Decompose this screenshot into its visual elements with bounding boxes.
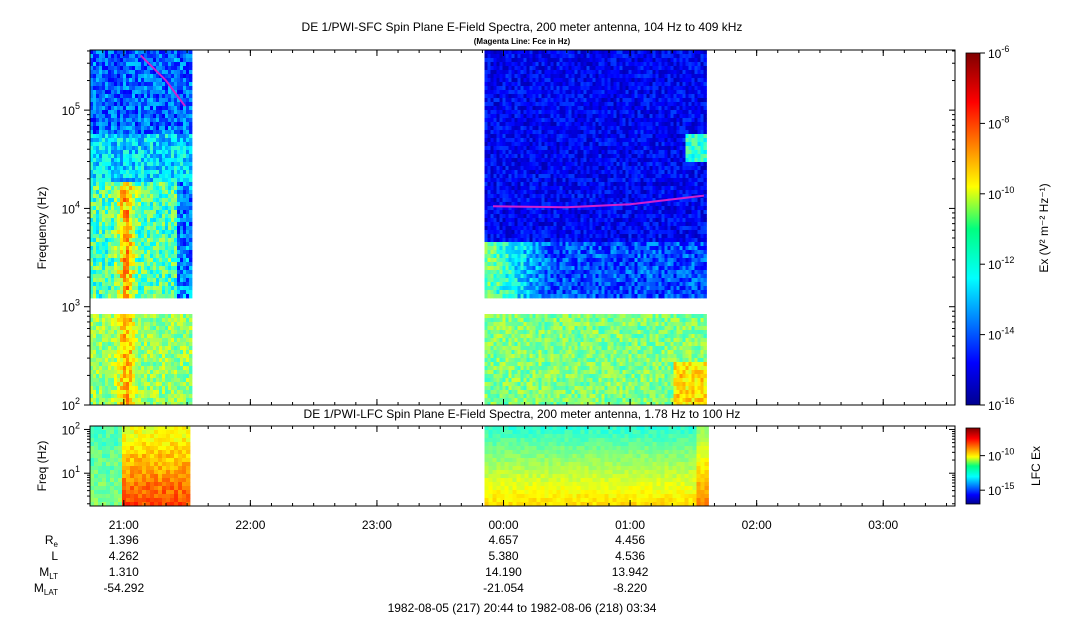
fce-line-segment-1 [139,54,186,107]
ephemeris-value: 5.380 [488,549,518,563]
lfc-title: DE 1/PWI-LFC Spin Plane E-Field Spectra,… [304,407,741,421]
sfc-ytick-label: 102 [62,396,80,413]
lfc-ytick-label: 102 [62,420,80,437]
ephemeris-row-name: L [51,549,58,563]
ephemeris-value: 4.456 [615,533,645,547]
time-tick-label: 00:00 [488,518,518,532]
sfc-subtitle: (Magenta Line: Fce in Hz) [474,37,571,46]
time-tick-label: 01:00 [615,518,645,532]
lfc-spectrogram: 101 102 [62,420,956,507]
sfc-colorbar-tick-label: 10-12 [988,255,1014,272]
sfc-title: DE 1/PWI-SFC Spin Plane E-Field Spectra,… [302,20,743,34]
sfc-colorbar: 10-6 10-8 10-10 10-12 10-14 10-16 Ex (V² m⁻² … [965,44,1051,413]
ephemeris-value: -21.054 [483,581,524,595]
time-tick-label: 21:00 [109,518,139,532]
fce-line-segment-2 [492,194,705,209]
ephemeris-table: Re 1.396 4.657 4.456 L 4.262 5.380 4.536 MLT 1.31… [34,533,649,597]
sfc-ytick-label: 105 [62,101,80,118]
sfc-ytick-label: 103 [62,298,80,315]
sfc-spectrogram: 102 103 104 105 [62,49,956,413]
ephemeris-value: -54.292 [103,581,144,595]
sfc-colorbar-tick-label: 10-14 [988,326,1014,343]
time-tick-label: 23:00 [362,518,392,532]
sfc-colorbar-gradient [965,52,981,406]
sfc-ylabel: Frequency (Hz) [35,187,49,270]
sfc-colorbar-label: Ex (V² m⁻² Hz⁻¹) [1037,183,1051,272]
ephemeris-value: 13.942 [612,565,649,579]
lfc-colorbar-tick-label: 10-10 [988,447,1014,464]
lfc-plot-frame [89,425,956,507]
time-range-label: 1982-08-05 (217) 20:44 to 1982-08-06 (21… [388,601,657,615]
ephemeris-value: 14.190 [485,565,522,579]
ephemeris-value: 1.396 [109,533,139,547]
ephemeris-value: -8.220 [613,581,647,595]
time-tick-label: 02:00 [742,518,772,532]
sfc-colorbar-tick-label: 10-16 [988,396,1014,413]
sfc-data-block-2 [484,50,707,405]
sfc-colorbar-tick-label: 10-10 [988,185,1014,202]
time-tick-label: 22:00 [235,518,265,532]
sfc-ytick-label: 104 [62,199,80,216]
lfc-colorbar-tick-label: 10-15 [988,481,1014,498]
ephemeris-row-name: Re [45,533,59,549]
lfc-colorbar-gradient [965,427,981,505]
ephemeris-value: 1.310 [109,565,139,579]
time-axis: 21:00 22:00 23:00 00:00 01:00 02:00 03:00 [102,50,948,532]
time-tick-label: 03:00 [868,518,898,532]
sfc-colorbar-tick-label: 10-8 [988,114,1009,131]
lfc-data-block-1 [90,426,191,506]
lfc-data-block-2 [484,426,709,506]
lfc-colorbar: 10-10 10-15 LFC Ex [965,427,1043,505]
ephemeris-row-name: MLAT [34,581,58,597]
sfc-colorbar-tick-label: 10-6 [988,44,1009,61]
ephemeris-row-name: MLT [39,565,58,581]
sfc-data-block-1 [90,50,193,405]
ephemeris-value: 4.536 [615,549,645,563]
ephemeris-value: 4.262 [109,549,139,563]
lfc-ylabel: Freq (Hz) [35,441,49,492]
sfc-plot-frame [89,49,956,406]
ephemeris-value: 4.657 [488,533,518,547]
lfc-ytick-label: 101 [62,464,80,481]
lfc-colorbar-label: LFC Ex [1029,446,1043,486]
